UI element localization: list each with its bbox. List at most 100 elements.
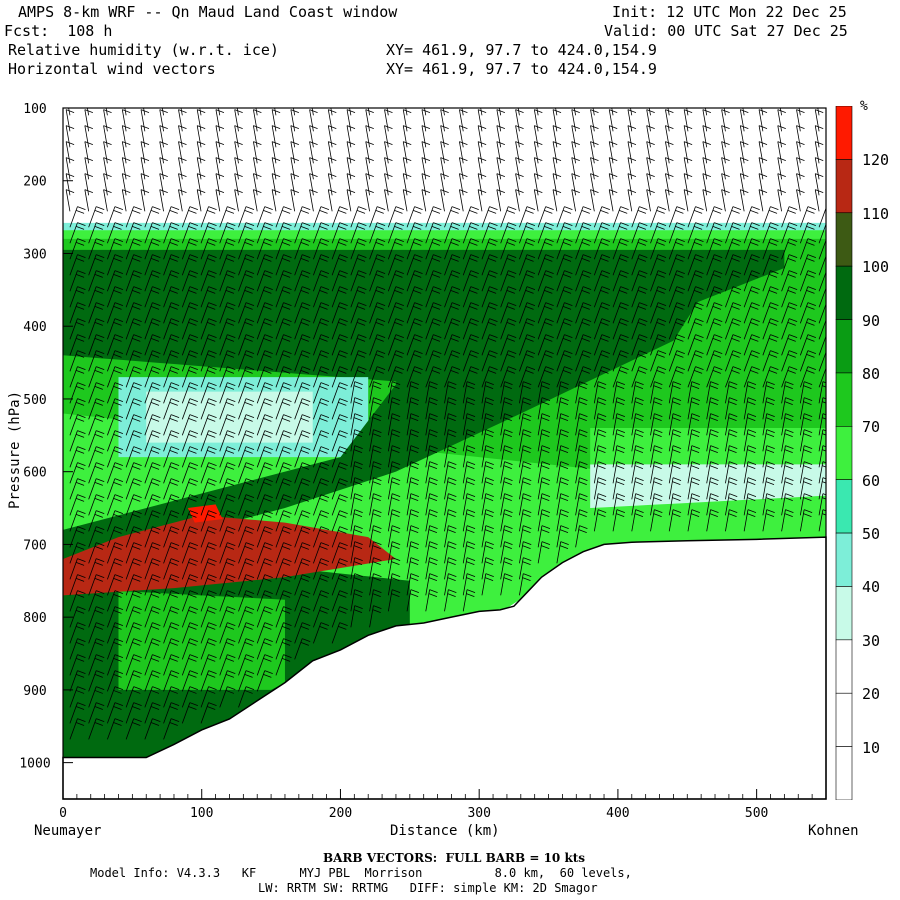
wind-barb: [706, 286, 723, 308]
wind-barb: [500, 541, 513, 564]
wind-barb: [571, 141, 580, 164]
wind-barb: [125, 670, 142, 692]
wind-barb: [481, 366, 498, 388]
wind-barb: [402, 125, 412, 148]
wind-barb: [519, 254, 536, 276]
wind-barb: [481, 557, 494, 580]
rh-supersat-120: [187, 504, 223, 523]
wind-barb: [668, 318, 685, 340]
wind-barb: [350, 525, 363, 548]
wind-barb: [444, 238, 461, 260]
wind-barb: [593, 222, 610, 244]
field2-label: Horizontal wind vectors: [8, 60, 216, 78]
wind-barb: [762, 445, 775, 468]
wind-barb: [402, 141, 412, 164]
wind-barb: [406, 318, 423, 340]
wind-barb: [814, 157, 824, 180]
wind-barb: [125, 366, 142, 388]
wind-barb: [462, 541, 476, 564]
wind-barb: [799, 206, 817, 228]
wind-barb: [121, 125, 131, 148]
wind-barb: [612, 270, 629, 292]
wind-barb: [706, 222, 723, 244]
wind-barb: [462, 270, 479, 292]
wind-barb: [331, 574, 348, 596]
wind-barb: [818, 397, 826, 420]
wind-barb: [687, 413, 700, 436]
wind-barb: [444, 525, 457, 548]
wind-barb: [369, 254, 386, 276]
wind-barb: [496, 141, 506, 164]
wind-barb: [799, 509, 813, 532]
wind-barb: [238, 478, 255, 500]
wind-barb: [200, 702, 217, 724]
wind-barb: [238, 622, 255, 644]
wind-barb: [256, 558, 273, 580]
colorbar-level-label: 30: [862, 631, 881, 650]
wind-barb: [107, 254, 124, 276]
wind-barb: [292, 108, 296, 116]
wind-barb: [631, 318, 648, 340]
wind-barb: [537, 350, 554, 372]
wind-barb: [163, 302, 180, 324]
wind-barb: [818, 509, 826, 532]
x-tick-label: 200: [329, 806, 352, 821]
wind-barb: [369, 461, 382, 484]
wind-barb: [462, 429, 476, 452]
wind-barb: [593, 334, 610, 356]
wind-barb: [200, 430, 217, 452]
wind-barb: [256, 382, 273, 404]
wind-barb: [650, 397, 663, 420]
wind-barb: [462, 557, 476, 580]
wind-barb: [590, 173, 599, 196]
wind-barb: [107, 430, 124, 452]
wind-barb: [444, 302, 461, 324]
wind-barb: [781, 429, 794, 452]
wind-barb: [103, 189, 112, 212]
wind-barb: [743, 254, 760, 276]
wind-barb: [69, 606, 86, 628]
wind-barb: [631, 222, 648, 244]
wind-barb: [781, 302, 798, 324]
wind-barb: [631, 302, 648, 324]
wind-barb: [238, 414, 255, 436]
wind-barb: [631, 350, 648, 372]
wind-barb: [537, 509, 551, 532]
wind-barb: [799, 429, 813, 452]
wind-barb: [200, 398, 217, 420]
wind-barb: [575, 270, 592, 292]
wind-barb: [69, 574, 86, 596]
wind-barb: [86, 108, 90, 116]
wind-barb: [256, 654, 273, 676]
wind-barb: [181, 654, 198, 676]
wind-barb: [238, 542, 255, 564]
x-tick-label: 100: [190, 806, 213, 821]
wind-barb: [105, 108, 108, 116]
wind-barb: [444, 222, 461, 244]
wind-barb: [275, 574, 292, 596]
wind-barb: [350, 270, 367, 292]
wind-barb: [762, 366, 779, 388]
wind-barb: [462, 509, 476, 532]
wind-barb: [275, 270, 292, 292]
wind-barb: [84, 157, 93, 180]
wind-barb: [219, 302, 236, 324]
wind-barb: [421, 141, 431, 164]
wind-barb: [440, 125, 449, 148]
wind-barb: [725, 206, 742, 228]
wind-barb: [575, 493, 588, 516]
wind-barb: [627, 141, 637, 164]
wind-barb: [313, 622, 330, 644]
wind-barb: [369, 270, 386, 292]
wind-barb: [294, 542, 311, 564]
wind-barb: [593, 350, 610, 372]
wind-barb: [163, 670, 180, 692]
wind-barb: [537, 429, 551, 452]
wind-barb: [144, 654, 161, 676]
wind-barb: [575, 397, 588, 420]
wind-barb: [331, 606, 348, 628]
wind-barb: [219, 622, 236, 644]
wind-barb: [537, 525, 551, 548]
wind-barb: [181, 366, 198, 388]
wind-barb: [612, 318, 629, 340]
